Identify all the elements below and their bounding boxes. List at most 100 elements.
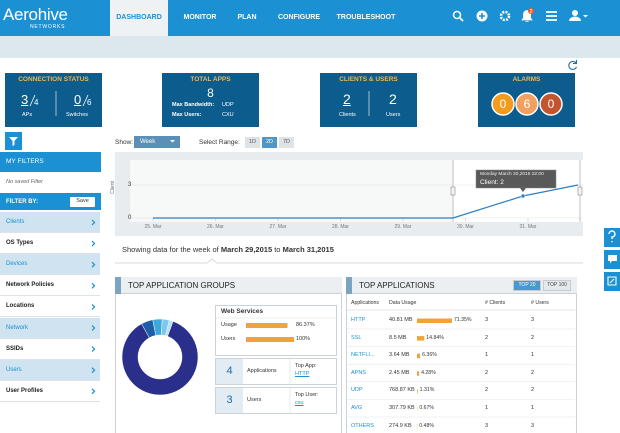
alarm-badge	[539, 92, 563, 116]
show-dropdown[interactable]	[134, 136, 180, 148]
column-header: Data Usage	[389, 300, 417, 306]
filter-item[interactable]	[0, 338, 100, 360]
filter-item-label: Clients	[6, 219, 25, 225]
app-usage: 768.87 KB	[389, 387, 415, 394]
sub-bar	[0, 36, 620, 58]
stat-top-link[interactable]: HTTP	[295, 371, 310, 377]
max-users-value: CXU	[222, 112, 234, 118]
dropdown-caret	[170, 140, 175, 143]
stat-number-cell	[216, 359, 243, 384]
app-clients: 2	[485, 387, 489, 394]
card-title: ALARMS	[512, 76, 541, 83]
app-clients: 1	[485, 352, 489, 359]
chevron	[91, 261, 96, 268]
status-card[interactable]	[320, 73, 417, 127]
metric-bar	[246, 337, 294, 342]
app-usage: 274.9 KB	[389, 422, 412, 429]
app-name[interactable]: SSL	[351, 334, 362, 341]
switches-label: Switches	[66, 112, 89, 118]
filter-item[interactable]	[0, 233, 100, 255]
search-icon-handle	[459, 17, 464, 22]
column-header: # Clients	[485, 300, 506, 306]
notification-count: 2	[530, 9, 533, 15]
app-users: 3	[531, 317, 535, 323]
app-name[interactable]: AVG	[351, 405, 363, 411]
aps-total: 4	[34, 98, 39, 107]
clients-count[interactable]: 2	[343, 91, 351, 107]
no-filter: No saved Filter	[6, 179, 43, 185]
app-users: 2	[531, 387, 535, 394]
alarm-count[interactable]: 0	[499, 97, 507, 111]
stat-label: Applications	[247, 368, 277, 374]
app-usage: 2.45 MB	[389, 369, 410, 376]
bandwidth-label: Max Bandwidth:	[172, 102, 215, 108]
data-point	[520, 193, 526, 199]
app-name[interactable]: HTTP	[351, 317, 366, 323]
nav-tab[interactable]: MONITOR	[183, 14, 217, 21]
alarm-count[interactable]: 0	[547, 97, 555, 111]
range-button[interactable]	[262, 137, 277, 148]
alarm-badge	[491, 92, 515, 116]
panel	[346, 277, 577, 433]
app-name[interactable]: UDP	[351, 387, 363, 394]
filter-item[interactable]	[0, 212, 100, 233]
tooltip	[475, 169, 557, 189]
x-tick-label: 31. Mar	[519, 224, 537, 230]
range-button[interactable]	[245, 137, 260, 148]
user-icon-body	[569, 15, 588, 21]
column-header: # Users	[531, 300, 549, 306]
logo-sub: NETWORKS	[30, 24, 66, 30]
save-button[interactable]	[70, 197, 95, 207]
app-name[interactable]: OTHERS	[351, 422, 374, 429]
card-title: CLIENTS & USERS	[339, 76, 398, 83]
range-button[interactable]	[279, 137, 294, 148]
switches-count[interactable]: 0	[74, 92, 82, 107]
share-bar	[417, 388, 418, 394]
show-value: Week	[140, 139, 156, 145]
metric-label: Usage	[221, 322, 237, 328]
filter-item[interactable]	[0, 254, 100, 276]
app-name[interactable]: APNS	[351, 369, 366, 376]
nav-tab[interactable]: DASHBOARD	[116, 14, 162, 21]
filter-item[interactable]	[0, 359, 100, 381]
metric-value: 100%	[296, 336, 311, 342]
filter-item[interactable]	[0, 296, 100, 318]
refresh-icon	[568, 60, 578, 70]
alarm-count[interactable]: 6	[523, 97, 531, 111]
fraction-slash	[82, 94, 89, 107]
range-label-text: 7D	[282, 139, 291, 145]
stat-row	[215, 387, 337, 414]
filter-by: FILTER BY:	[6, 199, 39, 205]
filter-item[interactable]	[0, 317, 100, 339]
nav-tab[interactable]: TROUBLESHOOT	[336, 14, 396, 21]
app-name[interactable]: NETFLI...	[351, 352, 375, 359]
stat-top-label: Top App:	[295, 363, 317, 369]
nav-tab[interactable]: CONFIGURE	[278, 14, 320, 21]
panel-title: TOP APPLICATIONS	[359, 281, 435, 290]
stat-top-label: Top User:	[295, 392, 319, 398]
max-users-label: Max Users:	[172, 112, 202, 118]
toggle-button[interactable]	[513, 280, 541, 291]
nav-tab[interactable]: PLAN	[237, 14, 257, 21]
app-clients: 3	[485, 317, 489, 323]
nav-bar	[0, 0, 620, 36]
stat-top-link[interactable]: cxu	[295, 400, 304, 406]
group-box	[215, 305, 337, 356]
filter-item[interactable]	[0, 380, 100, 402]
filter-item[interactable]	[0, 275, 100, 297]
metric-value: 86.37%	[296, 322, 315, 328]
add-icon-plus	[479, 13, 485, 19]
aps-count[interactable]: 3	[21, 92, 29, 107]
summary-mid: to	[274, 245, 281, 254]
app-share: 0.48%	[419, 422, 434, 429]
status-card[interactable]	[162, 73, 259, 127]
share-bar	[417, 371, 420, 376]
toggle-label: TOP 20	[518, 282, 536, 288]
donut-segment	[121, 320, 199, 396]
filter-item-label: Network	[6, 324, 29, 331]
range-label: Select Range:	[199, 139, 240, 146]
app-clients: 1	[485, 405, 489, 411]
filter-item-label: Network Policies	[6, 282, 55, 289]
toggle-button[interactable]	[543, 280, 571, 291]
